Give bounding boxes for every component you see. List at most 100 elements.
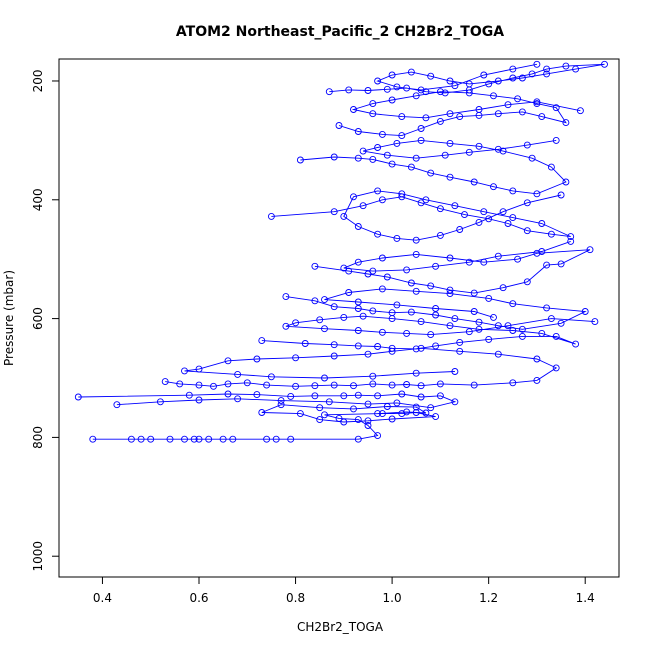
data-point	[446, 286, 454, 294]
data-point	[475, 325, 483, 333]
data-point	[451, 398, 459, 406]
data-point	[369, 372, 377, 380]
data-point	[436, 231, 444, 239]
data-point	[514, 255, 522, 263]
series-line	[92, 404, 436, 440]
data-point	[330, 208, 338, 216]
data-point	[475, 318, 483, 326]
data-point	[528, 154, 536, 162]
data-point	[499, 284, 507, 292]
data-point	[156, 398, 164, 406]
data-point	[572, 65, 580, 73]
data-point	[557, 319, 565, 327]
data-point	[417, 393, 425, 401]
data-point	[340, 212, 348, 220]
data-point	[485, 294, 493, 302]
data-point	[562, 178, 570, 186]
data-point	[181, 367, 188, 375]
data-point	[427, 72, 435, 80]
data-point	[490, 92, 497, 100]
data-point	[518, 108, 526, 116]
data-point	[557, 260, 565, 268]
data-point	[509, 214, 517, 222]
series-line	[285, 288, 587, 330]
series-line	[78, 393, 457, 409]
data-point	[586, 246, 594, 254]
series-3	[161, 344, 560, 390]
data-point	[378, 410, 386, 418]
data-point	[316, 316, 324, 324]
data-point	[364, 422, 372, 429]
data-point	[321, 325, 328, 333]
data-point	[147, 435, 155, 443]
data-point	[321, 411, 328, 419]
data-point	[383, 85, 391, 93]
data-point	[567, 233, 575, 241]
data-point	[393, 399, 401, 407]
data-point	[335, 122, 343, 129]
data-point	[224, 380, 232, 388]
data-point	[296, 156, 304, 164]
data-point	[412, 409, 420, 416]
data-point	[432, 305, 440, 312]
data-point	[388, 160, 396, 168]
data-point	[378, 196, 386, 204]
data-point	[292, 319, 300, 327]
data-point	[292, 354, 300, 362]
data-point	[557, 191, 565, 199]
series-6	[311, 237, 594, 297]
data-point	[552, 332, 560, 340]
data-point	[234, 395, 242, 403]
data-point	[451, 202, 459, 210]
data-point	[388, 415, 396, 423]
chart-title: ATOM2 Northeast_Pacific_2 CH2Br2_TOGA	[176, 24, 504, 40]
data-point	[383, 273, 391, 281]
data-point	[359, 202, 367, 210]
data-point	[461, 211, 468, 219]
series-10	[325, 60, 608, 97]
data-point	[340, 418, 348, 426]
data-point	[490, 313, 497, 321]
data-point	[432, 413, 440, 421]
data-point	[412, 287, 420, 295]
data-point	[330, 352, 338, 360]
data-point	[398, 113, 406, 121]
data-point	[533, 376, 541, 384]
data-point	[403, 408, 411, 416]
data-point	[127, 435, 135, 443]
data-point	[325, 398, 333, 406]
data-point	[369, 307, 377, 315]
y-tick-label: 600	[31, 307, 45, 330]
data-point	[465, 258, 473, 266]
data-point	[412, 250, 420, 258]
data-point	[504, 220, 512, 227]
data-point	[383, 151, 391, 159]
data-point	[485, 80, 493, 88]
data-point	[504, 322, 512, 330]
data-point	[543, 65, 551, 73]
data-point	[340, 392, 348, 400]
data-point	[350, 382, 357, 390]
data-point	[538, 329, 546, 337]
data-point	[480, 258, 488, 266]
data-point	[253, 355, 261, 363]
data-point	[321, 374, 328, 382]
data-point	[311, 392, 319, 400]
data-point	[446, 254, 454, 262]
data-point	[552, 104, 560, 112]
data-point	[176, 380, 184, 388]
data-point	[393, 139, 401, 147]
data-point	[282, 322, 290, 330]
data-point	[446, 290, 454, 298]
data-point	[572, 340, 580, 348]
data-point	[427, 331, 435, 339]
x-tick-label: 0.4	[93, 591, 112, 605]
data-point	[581, 308, 589, 315]
data-point	[427, 169, 435, 177]
data-point	[301, 340, 309, 347]
data-point	[224, 390, 232, 398]
data-point	[509, 187, 517, 195]
data-point	[185, 391, 193, 399]
data-point	[195, 365, 203, 373]
